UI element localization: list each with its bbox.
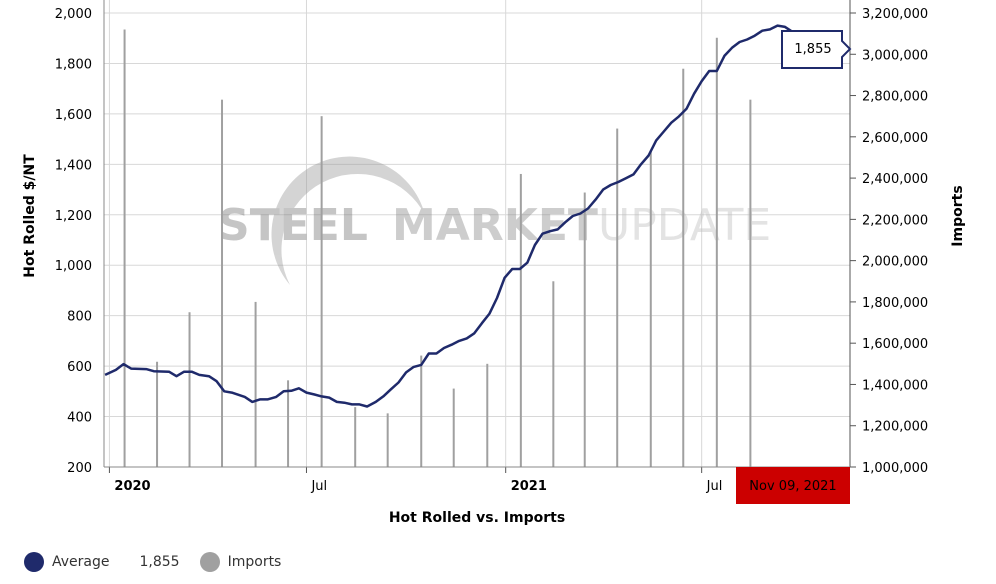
y-left-tick-label: 200 [67, 461, 92, 476]
crosshair-label: Nov 09, 2021 [736, 467, 850, 504]
y-right-tick-label: 2,200,000 [862, 213, 928, 228]
imports-bar[interactable] [254, 301, 257, 467]
y-right-tick-label: 1,800,000 [862, 296, 928, 311]
imports-bar[interactable] [188, 312, 191, 467]
y-left-tick-label: 1,000 [55, 259, 92, 274]
watermark-word-market: MARKET [392, 200, 598, 251]
imports-bar[interactable] [287, 380, 290, 467]
imports-bar[interactable] [649, 151, 652, 467]
watermark-logo: STEEL MARKET UPDATE [218, 156, 771, 285]
imports-bar[interactable] [519, 173, 522, 468]
legend: Average 1,855 Imports [24, 550, 301, 574]
legend-imports-marker [199, 552, 220, 572]
imports-bar[interactable] [123, 29, 126, 467]
imports-bar[interactable] [616, 128, 619, 467]
imports-bar[interactable] [486, 363, 489, 467]
imports-bar[interactable] [420, 355, 423, 467]
y-axis-right-title: Imports [950, 185, 966, 246]
y-left-tick-label: 600 [67, 360, 92, 375]
y-right-tick-label: 1,600,000 [862, 337, 928, 352]
y-left-tick-label: 2,000 [55, 7, 92, 22]
legend-item-average[interactable]: Average 1,855 [24, 552, 180, 572]
y-right-tick-label: 2,800,000 [862, 90, 928, 105]
imports-bar[interactable] [386, 413, 389, 467]
imports-bar[interactable] [715, 37, 718, 467]
imports-bar[interactable] [749, 99, 752, 467]
imports-bar[interactable] [221, 99, 224, 467]
y-left-tick-label: 1,600 [55, 108, 92, 123]
x-tick-label: Jul [310, 479, 327, 494]
crosshair-date-label: Nov 09, 2021 [749, 479, 836, 494]
tooltip-value: 1,855 [794, 42, 831, 57]
tooltip-box [781, 30, 852, 69]
imports-bar[interactable] [320, 116, 323, 467]
y-right-tick-label: 3,000,000 [862, 48, 928, 63]
y-right-tick-label: 2,400,000 [862, 172, 928, 187]
y-left-tick-label: 1,800 [55, 57, 92, 72]
y-axis-left-title: Hot Rolled $/NT [22, 154, 38, 278]
y-right-tick-label: 3,200,000 [862, 7, 928, 22]
y-right-tick-label: 1,400,000 [862, 378, 928, 393]
legend-average-value: 1,855 [139, 554, 180, 570]
imports-bar[interactable] [156, 361, 159, 467]
grid-layer [104, 0, 850, 468]
x-tick-label: 2021 [511, 479, 547, 494]
imports-bars [123, 29, 752, 468]
x-tick-label: Jul [706, 479, 723, 494]
axes-layer: 200 400 600 800 1,000 1,200 1,400 1,600 1,800 2,0… [55, 0, 928, 494]
legend-average-label: Average [52, 554, 110, 570]
y-left-tick-label: 800 [67, 310, 92, 325]
y-right-tick-label: 1,200,000 [862, 420, 928, 435]
tooltip: 1,855 [781, 30, 852, 69]
watermark-word-update: UPDATE [598, 200, 771, 251]
imports-bar[interactable] [452, 388, 455, 467]
legend-imports-label: Imports [227, 554, 282, 570]
imports-bar[interactable] [354, 407, 357, 467]
crosshair-label-box [736, 467, 850, 504]
y-right-tick-label: 2,600,000 [862, 131, 928, 146]
y-right-tick-label: 2,000,000 [862, 255, 928, 270]
watermark-word-steel: STEEL [218, 200, 368, 251]
imports-bar[interactable] [583, 192, 586, 467]
imports-bar[interactable] [552, 281, 555, 467]
x-axis-title: Hot Rolled vs. Imports [389, 510, 565, 526]
y-left-tick-label: 400 [67, 411, 92, 426]
legend-average-marker [24, 552, 44, 572]
watermark-swoosh [271, 156, 425, 285]
x-tick-label: 2020 [114, 479, 150, 494]
imports-bar[interactable] [682, 68, 685, 467]
y-right-tick-label: 1,000,000 [862, 461, 928, 476]
legend-item-imports[interactable]: Imports [199, 552, 282, 572]
average-line[interactable] [104, 24, 844, 408]
y-left-tick-label: 1,200 [55, 209, 92, 224]
y-left-tick-label: 1,400 [55, 158, 92, 173]
